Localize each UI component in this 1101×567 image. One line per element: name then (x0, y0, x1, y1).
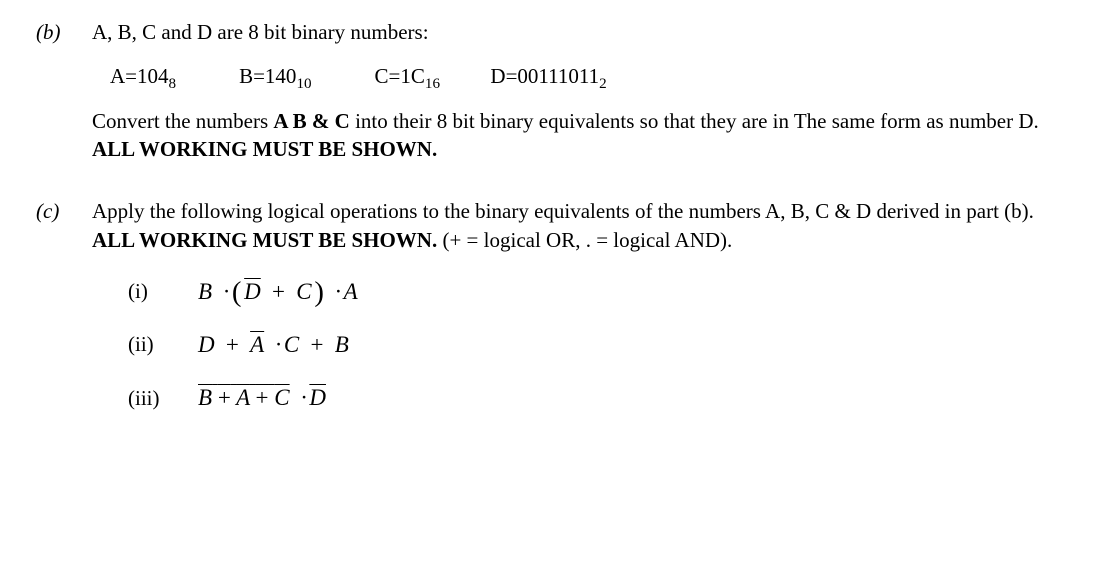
value-D-text: D=00111011 (490, 64, 599, 88)
roman-iii: (iii) (128, 384, 198, 412)
instr-bold-abc: A B & C (273, 109, 349, 133)
value-B-base: 10 (296, 77, 311, 93)
part-b-instruction: Convert the numbers A B & C into their 8… (92, 107, 1065, 164)
expression-i: B·(D+C)·A (198, 276, 358, 307)
part-b-values: A=1048 B=14010 C=1C16 D=001110112 (110, 62, 1065, 90)
value-A-text: A=104 (110, 64, 169, 88)
value-D: D=001110112 (490, 64, 606, 88)
part-b-body: A, B, C and D are 8 bit binary numbers: … (92, 18, 1065, 179)
expression-iii: B + A + C ·D (198, 382, 326, 413)
value-C-base: 16 (425, 77, 440, 93)
value-A: A=1048 (110, 64, 176, 88)
value-B-text: B=140 (239, 64, 296, 88)
part-c-intro: Apply the following logical operations t… (92, 197, 1065, 254)
value-D-base: 2 (599, 77, 607, 93)
part-b-label: (b) (36, 18, 92, 179)
part-b-intro: A, B, C and D are 8 bit binary numbers: (92, 18, 1065, 46)
part-c-body: Apply the following logical operations t… (92, 197, 1065, 435)
part-c-intro-post: (+ = logical OR, . = logical AND). (437, 228, 732, 252)
part-c-label: (c) (36, 197, 92, 435)
part-c-subitems: (i) B·(D+C)·A (ii) D+A·C+B (iii) B + A +… (92, 276, 1065, 413)
part-c-intro-bold: ALL WORKING MUST BE SHOWN. (92, 228, 437, 252)
subitem-ii: (ii) D+A·C+B (128, 329, 1065, 360)
value-C: C=1C16 (375, 64, 440, 88)
instr-bold-working: ALL WORKING MUST BE SHOWN. (92, 137, 437, 161)
part-c-intro-pre: Apply the following logical operations t… (92, 199, 1034, 223)
expression-ii: D+A·C+B (198, 329, 349, 360)
part-b: (b) A, B, C and D are 8 bit binary numbe… (36, 18, 1065, 179)
value-A-base: 8 (169, 77, 177, 93)
exam-question-page: (b) A, B, C and D are 8 bit binary numbe… (0, 0, 1101, 471)
value-B: B=14010 (239, 64, 311, 88)
roman-ii: (ii) (128, 330, 198, 358)
part-c: (c) Apply the following logical operatio… (36, 197, 1065, 435)
instr-mid: into their 8 bit binary equivalents so t… (350, 109, 1039, 133)
subitem-iii: (iii) B + A + C ·D (128, 382, 1065, 413)
instr-pre: Convert the numbers (92, 109, 273, 133)
subitem-i: (i) B·(D+C)·A (128, 276, 1065, 307)
value-C-text: C=1C (375, 64, 425, 88)
roman-i: (i) (128, 277, 198, 305)
